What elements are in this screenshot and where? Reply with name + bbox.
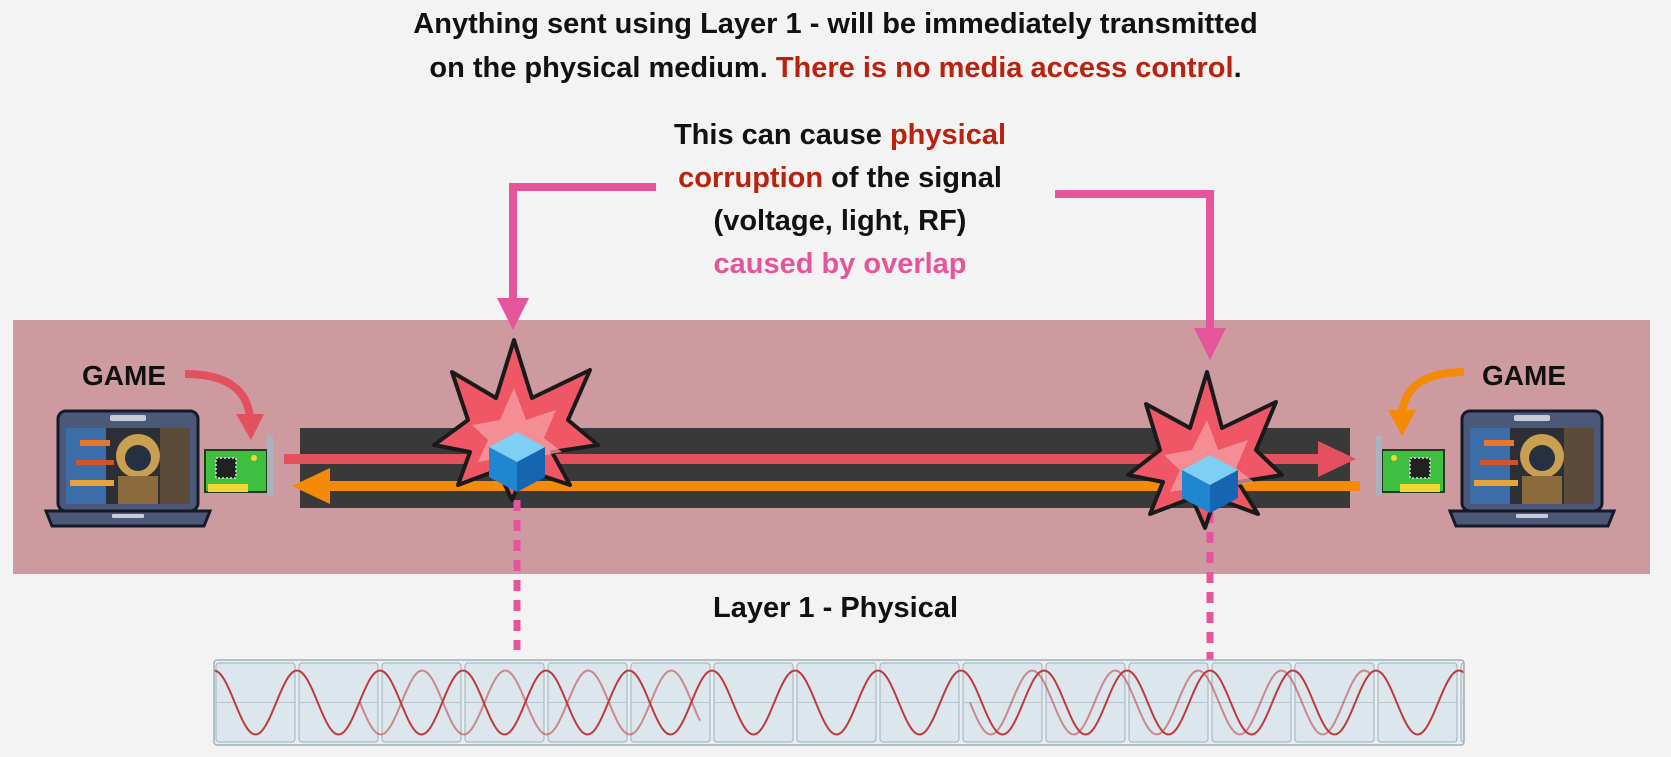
- callout-line-4: caused by overlap: [713, 248, 967, 280]
- overlap-waveform-right: [969, 669, 1371, 736]
- left-pointer-arrow: [497, 183, 656, 330]
- right-network-card-icon: [1376, 436, 1445, 496]
- overlap-waveform-left: [359, 669, 701, 736]
- callout-line-3: (voltage, light, RF): [713, 205, 967, 237]
- no-mac-highlight: There is no media access control: [775, 52, 1234, 84]
- right-packet-cube-icon: [1182, 455, 1238, 513]
- right-device-label: GAME: [1482, 360, 1566, 391]
- waveform-cell: [1460, 662, 1464, 743]
- headline-line-2: on the physical medium. There is no medi…: [0, 46, 1671, 90]
- physical-corruption-highlight: physical corruption: [678, 119, 1007, 194]
- right-pointer-arrow: [1055, 190, 1226, 360]
- layer-label: Layer 1 - Physical: [712, 592, 959, 624]
- left-device-label: GAME: [82, 360, 166, 391]
- headline-line-2-suffix: .: [1233, 52, 1242, 84]
- callout-line-1: This can cause physical corruption of th…: [620, 114, 1060, 200]
- signal-waveform: [214, 669, 1464, 736]
- callout-suffix: of the signal: [823, 162, 1002, 194]
- waveform-strip: [214, 660, 1464, 745]
- collision-callout: This can cause physical corruption of th…: [620, 114, 1060, 286]
- right-laptop-icon: [1447, 409, 1617, 528]
- left-network-card-icon: [204, 436, 273, 496]
- headline-line-2-prefix: on the physical medium.: [429, 52, 776, 84]
- headline-line-1: Anything sent using Layer 1 - will be im…: [413, 8, 1258, 40]
- headline: Anything sent using Layer 1 - will be im…: [0, 2, 1671, 90]
- callout-prefix: This can cause: [673, 119, 890, 151]
- left-curved-arrow: [184, 370, 264, 440]
- left-laptop-icon: [43, 409, 213, 528]
- left-packet-cube-icon: [489, 432, 545, 492]
- right-curved-arrow: [1388, 368, 1465, 436]
